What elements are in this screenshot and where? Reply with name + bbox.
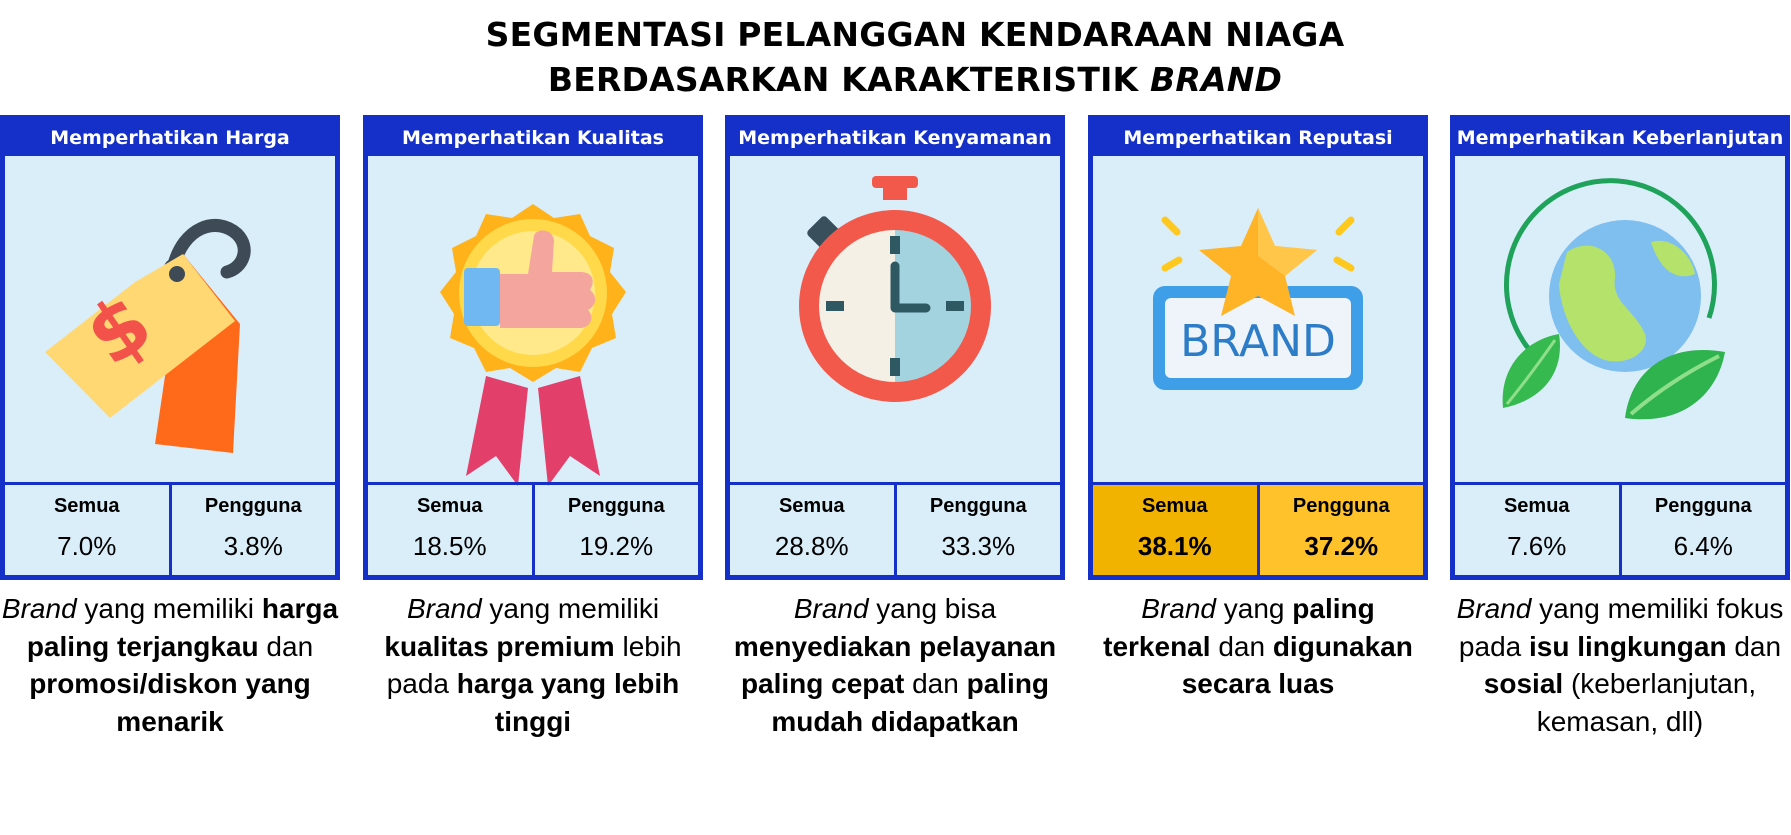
segment-card-kualitas: Memperhatikan Kualitas Semua 18.5% Pengg… (363, 115, 703, 580)
stat-value-pengguna: 37.2% (1304, 531, 1379, 561)
stats-row: Semua 7.0% Pengguna 3.8% (5, 482, 335, 575)
card-description: Brand yang paling terkenal dan digunakan… (1088, 590, 1428, 703)
stat-pengguna: Pengguna 37.2% (1256, 485, 1424, 575)
description-segment: promosi/diskon yang menarik (29, 668, 311, 737)
description-segment: paling terkenal (1103, 593, 1375, 662)
stat-semua: Semua 28.8% (730, 485, 894, 575)
description-segment: digunakan secara luas (1181, 630, 1413, 700)
card-description: Brand yang bisa menyediakan pelayanan pa… (725, 590, 1065, 740)
description-segment: yang memiliki (76, 593, 262, 624)
card-header: Memperhatikan Harga (5, 120, 335, 156)
card-header: Memperhatikan Keberlanjutan (1455, 120, 1785, 156)
description-segment: dan (1210, 630, 1273, 662)
brand-star-icon: BRAND (1093, 156, 1423, 486)
title-line-2-emphasis: BRAND (1150, 60, 1283, 99)
description-segment: isu lingkungan (1529, 630, 1727, 662)
description-segment: dan (1726, 630, 1782, 662)
description-segment: sosial (1483, 668, 1564, 699)
stat-value-semua: 18.5% (412, 531, 487, 561)
stat-value-pengguna: 3.8% (223, 531, 283, 561)
description-segment: Brand (1, 593, 77, 624)
stats-row: Semua 18.5% Pengguna 19.2% (368, 482, 698, 575)
stat-value-semua: 38.1% (1137, 531, 1212, 561)
description-segment: lebih pada (386, 630, 682, 700)
stat-semua: Semua 7.6% (1455, 485, 1619, 575)
card-header: Memperhatikan Kualitas (368, 120, 698, 156)
page-title: SEGMENTASI PELANGGAN KENDARAAN NIAGA BER… (0, 12, 1791, 102)
description-segment: Brand (793, 593, 869, 624)
stat-label-semua: Semua (416, 495, 483, 517)
description-segment: yang bisa (868, 593, 997, 624)
segment-card-harga: Memperhatikan Harga $ Semua 7.0% Penggun… (0, 115, 340, 580)
title-line-2-text: BERDASARKAN KARAKTERISTIK (547, 60, 1151, 99)
description-segment: yang memiliki (481, 593, 660, 624)
stats-row: Semua 38.1% Pengguna 37.2% (1093, 482, 1423, 575)
brand-icon-text: BRAND (1180, 316, 1336, 367)
stat-value-semua: 7.6% (1507, 531, 1567, 561)
stat-label-pengguna: Pengguna (567, 495, 665, 517)
stat-semua: Semua 38.1% (1093, 485, 1257, 575)
stat-label-semua: Semua (53, 495, 120, 517)
segment-card-keberlanjutan: Memperhatikan Keberlanjutan Semua 7.6% P… (1450, 115, 1790, 580)
description-segment: (keberlanjutan, kemasan, dll) (1536, 668, 1757, 737)
card-header: Memperhatikan Reputasi (1093, 120, 1423, 156)
stat-label-pengguna: Pengguna (929, 495, 1027, 517)
description-segment: yang (1215, 593, 1293, 624)
stat-pengguna: Pengguna 19.2% (531, 485, 699, 575)
stat-label-pengguna: Pengguna (204, 495, 302, 517)
stat-label-semua: Semua (1141, 495, 1208, 517)
description-segment: Brand (1456, 593, 1532, 624)
description-segment: yang memiliki fokus pada (1458, 593, 1784, 662)
stat-label-pengguna: Pengguna (1654, 495, 1752, 517)
description-segment: Brand (1141, 593, 1216, 624)
stat-label-semua: Semua (1503, 495, 1570, 517)
stat-value-pengguna: 33.3% (941, 531, 1016, 561)
description-segment: harga paling terjangkau (26, 593, 339, 662)
stat-semua: Semua 7.0% (5, 485, 169, 575)
stat-value-pengguna: 19.2% (579, 531, 654, 561)
description-segment: menyediakan pelayanan paling cepat (733, 630, 1057, 700)
description-segment: Brand (406, 593, 482, 624)
stats-row: Semua 28.8% Pengguna 33.3% (730, 482, 1060, 575)
description-segment: paling mudah didapatkan (771, 668, 1050, 737)
stats-row: Semua 7.6% Pengguna 6.4% (1455, 482, 1785, 575)
card-description: Brand yang memiliki harga paling terjang… (0, 590, 340, 740)
stat-pengguna: Pengguna 3.8% (168, 485, 336, 575)
stopwatch-icon (730, 156, 1060, 486)
segment-card-kenyamanan: Memperhatikan Kenyamanan Semua 28.8% Pen… (725, 115, 1065, 580)
stat-label-pengguna: Pengguna (1292, 495, 1390, 517)
stat-label-semua: Semua (778, 495, 845, 517)
segment-card-reputasi: Memperhatikan Reputasi BRAND Semua 38.1%… (1088, 115, 1428, 580)
description-segment: dan (258, 630, 314, 662)
description-segment: kualitas premium (384, 630, 615, 662)
card-header: Memperhatikan Kenyamanan (730, 120, 1060, 156)
card-description: Brand yang memiliki kualitas premium leb… (363, 590, 703, 740)
title-line-2: BERDASARKAN KARAKTERISTIK BRAND (0, 57, 1791, 102)
price-tag-icon: $ (5, 156, 335, 486)
description-segment: dan (904, 668, 967, 699)
stat-semua: Semua 18.5% (368, 485, 532, 575)
stat-value-pengguna: 6.4% (1673, 531, 1733, 561)
title-line-1: SEGMENTASI PELANGGAN KENDARAAN NIAGA (485, 15, 1345, 54)
stat-value-semua: 7.0% (57, 531, 117, 561)
description-segment: harga yang lebih tinggi (456, 668, 680, 737)
stat-pengguna: Pengguna 6.4% (1618, 485, 1786, 575)
card-description: Brand yang memiliki fokus pada isu lingk… (1450, 590, 1790, 740)
stat-pengguna: Pengguna 33.3% (893, 485, 1061, 575)
stat-value-semua: 28.8% (774, 531, 849, 561)
eco-globe-icon (1455, 156, 1785, 486)
quality-badge-icon (368, 156, 698, 486)
